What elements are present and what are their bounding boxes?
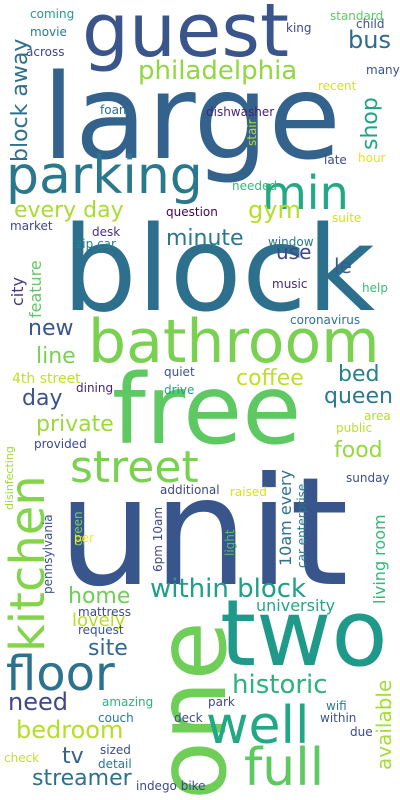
cloud-word: window [268, 235, 314, 249]
cloud-word: unit [58, 446, 349, 620]
cloud-word: floor [6, 646, 115, 702]
cloud-word: mattress [78, 605, 132, 619]
cloud-word: within [320, 711, 357, 725]
cloud-word: free [112, 354, 302, 466]
cloud-word: home [68, 584, 131, 609]
cloud-word: block [62, 200, 376, 338]
cloud-word: pennsylvania [41, 514, 55, 594]
cloud-word: needed [232, 179, 277, 193]
cloud-word: bedroom [16, 716, 124, 744]
cloud-word: need [8, 688, 68, 716]
cloud-word: provided [34, 437, 87, 451]
cloud-word: indego bike [136, 779, 206, 793]
cloud-word: quiet [164, 365, 195, 379]
cloud-word: within block [150, 574, 307, 604]
cloud-word: many [366, 63, 400, 77]
cloud-word: line [36, 344, 76, 369]
cloud-word: suite [332, 211, 362, 225]
cloud-word: city [8, 277, 27, 306]
cloud-word: feature [26, 260, 45, 318]
cloud-word: late [324, 153, 347, 167]
cloud-word: park [208, 695, 235, 709]
cloud-word: bus [348, 26, 391, 54]
cloud-word: drive [164, 383, 195, 397]
cloud-word: 10am every [276, 469, 295, 566]
cloud-word: full [244, 738, 325, 798]
cloud-word: movie [30, 25, 67, 39]
cloud-word: market [10, 219, 53, 233]
cloud-word: zip car [76, 237, 116, 251]
cloud-word: dining [76, 381, 114, 395]
cloud-word: wifi [326, 699, 347, 713]
cloud-word: across [26, 45, 65, 59]
cloud-word: dishwasher [206, 105, 275, 119]
cloud-word: check [4, 751, 40, 765]
cloud-word: raised [230, 485, 267, 499]
cloud-word: well [206, 696, 310, 756]
cloud-word: lovely [72, 610, 126, 631]
cloud-word: disinfecting [3, 446, 16, 510]
cloud-word: bed [338, 362, 380, 387]
cloud-word: available [372, 679, 396, 770]
cloud-word: food [334, 438, 383, 463]
cloud-word: minute [166, 226, 244, 251]
cloud-word: amazing [102, 695, 154, 709]
cloud-word: historic [232, 670, 328, 700]
cloud-word: detail [98, 757, 132, 771]
cloud-word: recent [318, 79, 357, 93]
cloud-word: use [276, 240, 312, 264]
cloud-word: additional [160, 483, 220, 497]
cloud-word: music [272, 277, 308, 291]
cloud-word: sized [100, 743, 131, 757]
cloud-word: streamer [32, 766, 132, 791]
cloud-word: new [28, 316, 74, 341]
cloud-word: le [334, 254, 352, 278]
cloud-word: queen [324, 384, 393, 409]
cloud-word: help [362, 281, 388, 295]
cloud-word: coming [30, 7, 75, 21]
cloud-word: hour [358, 151, 386, 165]
cloud-word: car enterprise [295, 483, 309, 568]
cloud-word: 4th street [12, 371, 81, 387]
cloud-word: tv [62, 744, 84, 769]
cloud-word: stair [245, 119, 259, 146]
cloud-word: per [74, 531, 94, 545]
cloud-word: light [223, 529, 237, 556]
cloud-word: area [364, 409, 391, 423]
cloud-word: site [88, 636, 128, 661]
cloud-word: philadelphia [138, 56, 298, 86]
cloud-word: street [70, 442, 199, 493]
cloud-word: guest [82, 0, 289, 74]
cloud-word: public [336, 421, 373, 435]
cloud-word: deck [174, 711, 203, 725]
cloud-word: desk [92, 225, 121, 239]
cloud-word: question [166, 205, 218, 219]
cloud-word: living room [370, 514, 389, 604]
cloud-word: coronavirus [290, 313, 361, 327]
cloud-word: day [22, 386, 63, 411]
cloud-word: standard [330, 9, 384, 23]
cloud-word: two [220, 580, 388, 687]
cloud-word: private [36, 412, 114, 437]
cloud-word: couch [98, 711, 134, 725]
cloud-word: shop [358, 97, 383, 150]
cloud-word: due [350, 725, 373, 739]
cloud-word: gym [248, 196, 301, 224]
cloud-word: min [262, 166, 349, 220]
cloud-word: child [356, 17, 385, 31]
cloud-word: university [256, 596, 336, 615]
cloud-word: king [286, 21, 312, 35]
cloud-word: 6pm 10am [151, 506, 165, 572]
cloud-word: foam [100, 103, 131, 117]
cloud-word: parking [6, 146, 203, 206]
cloud-word: sunday [346, 471, 390, 485]
cloud-word: large [42, 48, 342, 186]
cloud-word: coffee [236, 366, 304, 391]
cloud-word: every day [14, 198, 124, 223]
cloud-word: request [78, 623, 124, 637]
cloud-word: bathroom [88, 307, 380, 377]
